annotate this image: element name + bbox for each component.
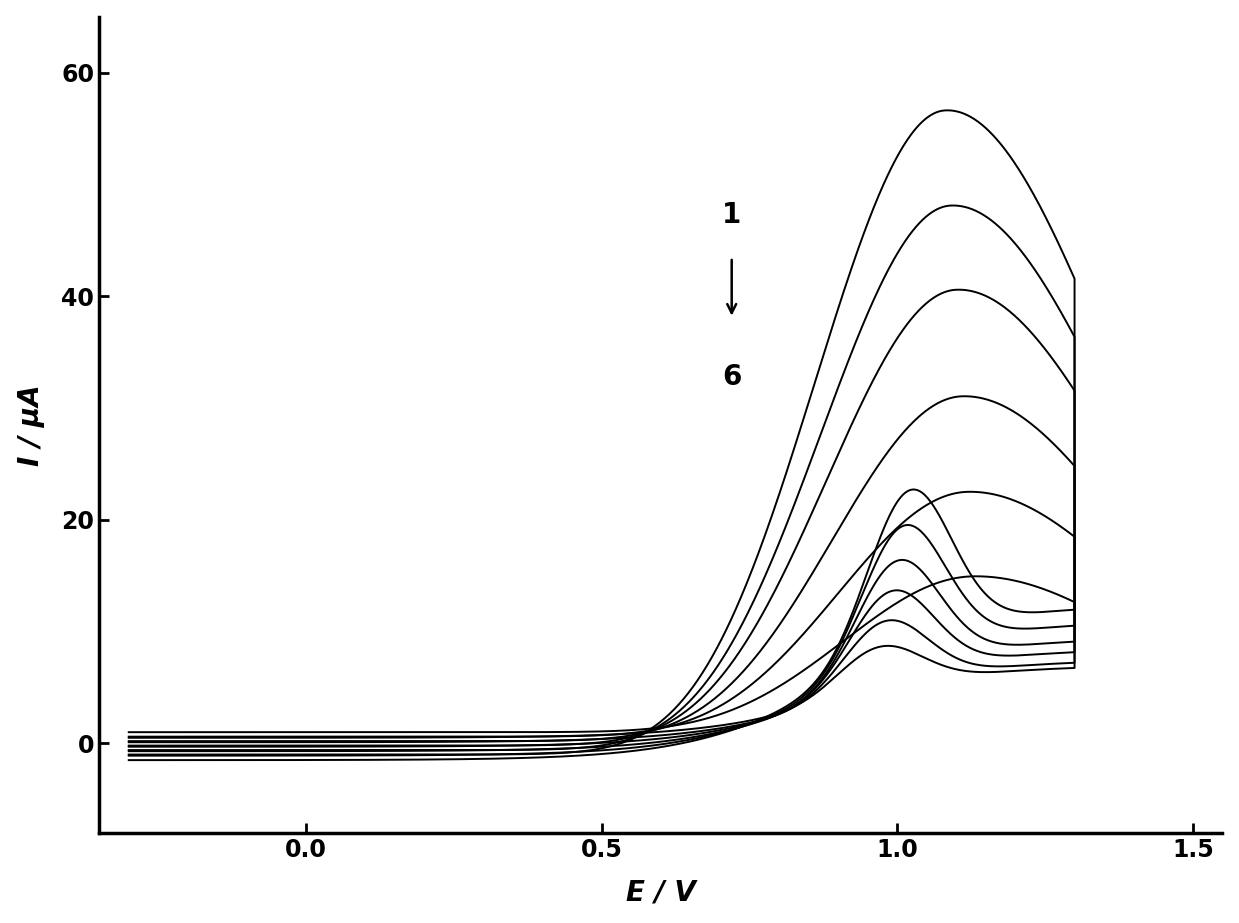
Text: 1: 1 xyxy=(722,201,741,229)
Text: 6: 6 xyxy=(722,364,741,391)
Y-axis label: I / μA: I / μA xyxy=(16,384,45,465)
X-axis label: E / V: E / V xyxy=(626,879,696,906)
